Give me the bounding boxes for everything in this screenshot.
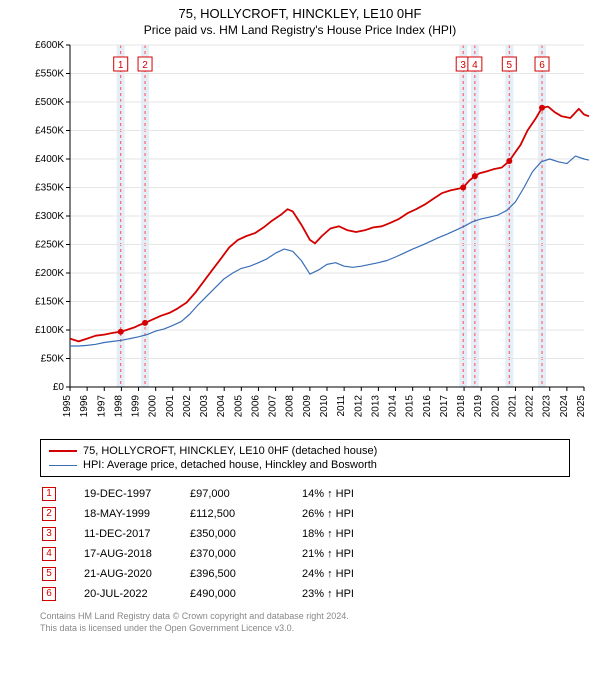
transaction-price: £370,000 [190,545,300,563]
transaction-price: £112,500 [190,505,300,523]
license-line-2: This data is licensed under the Open Gov… [40,623,570,635]
legend-swatch [49,465,77,466]
transaction-marker: 3 [42,527,56,541]
svg-text:£0: £0 [53,382,65,393]
svg-text:£400K: £400K [35,154,64,165]
svg-text:2009: 2009 [302,395,313,418]
legend-item: 75, HOLLYCROFT, HINCKLEY, LE10 0HF (deta… [49,444,561,458]
legend-label: HPI: Average price, detached house, Hinc… [83,459,377,471]
svg-text:£550K: £550K [35,69,64,80]
table-row: 218-MAY-1999£112,50026% ↑ HPI [42,505,422,523]
transaction-price: £490,000 [190,585,300,603]
svg-text:£300K: £300K [35,211,64,222]
transaction-marker: 5 [42,567,56,581]
svg-text:6: 6 [539,60,545,71]
chart-container: 75, HOLLYCROFT, HINCKLEY, LE10 0HF Price… [0,0,600,680]
svg-text:2000: 2000 [148,395,159,418]
svg-text:£250K: £250K [35,240,64,251]
transaction-marker: 1 [42,487,56,501]
svg-text:1999: 1999 [131,395,142,418]
svg-text:2011: 2011 [336,395,347,417]
transaction-marker: 6 [42,587,56,601]
svg-text:2003: 2003 [199,395,210,418]
svg-text:4: 4 [472,60,478,71]
svg-text:2023: 2023 [542,395,553,418]
svg-text:1995: 1995 [62,395,73,418]
legend-label: 75, HOLLYCROFT, HINCKLEY, LE10 0HF (deta… [83,445,377,457]
svg-text:2019: 2019 [473,395,484,418]
line-chart: £0 £50K £100K £150K £200K £250K £300K £350K £400… [30,41,590,431]
svg-text:2001: 2001 [165,395,176,418]
svg-text:2013: 2013 [370,395,381,418]
transaction-date: 17-AUG-2018 [58,545,188,563]
svg-text:2021: 2021 [507,395,518,418]
svg-text:1996: 1996 [79,395,90,418]
transaction-price: £97,000 [190,485,300,503]
svg-text:2006: 2006 [250,395,261,418]
svg-text:£450K: £450K [35,126,64,137]
svg-text:1998: 1998 [113,395,124,418]
transaction-date: 21-AUG-2020 [58,565,188,583]
svg-text:£500K: £500K [35,97,64,108]
transaction-date: 18-MAY-1999 [58,505,188,523]
svg-text:2005: 2005 [233,395,244,418]
chart-title: 75, HOLLYCROFT, HINCKLEY, LE10 0HF [0,0,600,21]
table-row: 620-JUL-2022£490,00023% ↑ HPI [42,585,422,603]
svg-text:2012: 2012 [353,395,364,418]
table-row: 311-DEC-2017£350,00018% ↑ HPI [42,525,422,543]
table-row: 119-DEC-1997£97,00014% ↑ HPI [42,485,422,503]
svg-text:2016: 2016 [422,395,433,418]
license-text: Contains HM Land Registry data © Crown c… [40,611,570,634]
transaction-pct-vs-hpi: 24% ↑ HPI [302,565,422,583]
transaction-pct-vs-hpi: 18% ↑ HPI [302,525,422,543]
chart-subtitle: Price paid vs. HM Land Registry's House … [0,21,600,41]
svg-text:£600K: £600K [35,41,64,51]
transaction-pct-vs-hpi: 14% ↑ HPI [302,485,422,503]
svg-text:2015: 2015 [405,395,416,418]
svg-text:2022: 2022 [525,395,536,418]
svg-text:2025: 2025 [576,395,587,418]
chart-svg: £0 £50K £100K £150K £200K £250K £300K £350K £400… [30,41,590,431]
svg-text:2010: 2010 [319,395,330,418]
svg-text:2002: 2002 [182,395,193,418]
transaction-pct-vs-hpi: 26% ↑ HPI [302,505,422,523]
license-line-1: Contains HM Land Registry data © Crown c… [40,611,570,623]
svg-text:2018: 2018 [456,395,467,418]
transaction-date: 20-JUL-2022 [58,585,188,603]
svg-text:2017: 2017 [439,395,450,418]
svg-text:1997: 1997 [96,395,107,418]
svg-text:£200K: £200K [35,268,64,279]
transaction-date: 11-DEC-2017 [58,525,188,543]
svg-text:2014: 2014 [388,395,399,418]
svg-text:£50K: £50K [41,354,65,365]
svg-text:2024: 2024 [559,395,570,418]
svg-text:3: 3 [460,60,466,71]
table-row: 521-AUG-2020£396,50024% ↑ HPI [42,565,422,583]
transaction-pct-vs-hpi: 21% ↑ HPI [302,545,422,563]
svg-text:2020: 2020 [490,395,501,418]
legend-item: HPI: Average price, detached house, Hinc… [49,458,561,472]
svg-text:£150K: £150K [35,297,64,308]
transaction-date: 19-DEC-1997 [58,485,188,503]
svg-text:£350K: £350K [35,183,64,194]
legend-swatch [49,450,77,452]
svg-text:2: 2 [142,60,148,71]
transaction-price: £396,500 [190,565,300,583]
svg-text:2004: 2004 [216,395,227,418]
svg-text:2008: 2008 [285,395,296,418]
table-row: 417-AUG-2018£370,00021% ↑ HPI [42,545,422,563]
legend: 75, HOLLYCROFT, HINCKLEY, LE10 0HF (deta… [40,439,570,477]
transaction-price: £350,000 [190,525,300,543]
svg-text:£100K: £100K [35,325,64,336]
svg-text:5: 5 [507,60,513,71]
transaction-pct-vs-hpi: 23% ↑ HPI [302,585,422,603]
transaction-marker: 4 [42,547,56,561]
transactions-table: 119-DEC-1997£97,00014% ↑ HPI 218-MAY-1999… [40,483,424,605]
svg-text:1: 1 [118,60,124,71]
transaction-marker: 2 [42,507,56,521]
svg-text:2007: 2007 [268,395,279,418]
